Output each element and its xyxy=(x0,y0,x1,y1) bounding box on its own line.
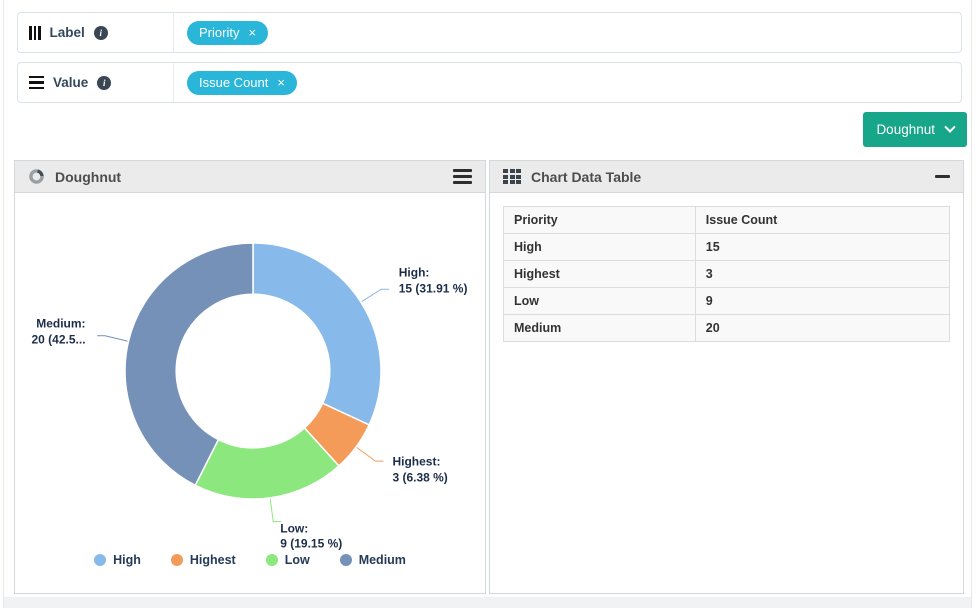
table-cell: 9 xyxy=(695,288,949,315)
label-connector xyxy=(97,336,127,341)
doughnut-panel-header: Doughnut xyxy=(15,161,485,193)
info-icon[interactable]: i xyxy=(97,76,111,90)
table-column-header: Priority xyxy=(504,207,696,234)
chart-data-table-panel: Chart Data Table PriorityIssue CountHigh… xyxy=(489,160,964,594)
value-field-title: Value xyxy=(53,75,88,90)
bottom-band xyxy=(4,597,971,608)
legend-label: Low xyxy=(285,553,310,567)
legend-label: Highest xyxy=(190,553,236,567)
legend-item-highest[interactable]: Highest xyxy=(171,553,236,567)
table-column-header: Issue Count xyxy=(695,207,949,234)
label-connector xyxy=(270,499,281,522)
table-row: High15 xyxy=(504,234,950,261)
label-field-dropzone[interactable]: Priority × xyxy=(174,13,961,52)
chart-data-table: PriorityIssue CountHigh15Highest3Low9Med… xyxy=(503,206,950,342)
table-cell: 15 xyxy=(695,234,949,261)
drag-handle-vertical-icon[interactable] xyxy=(29,26,41,40)
chart-legend: High Highest Low Medium xyxy=(15,553,485,567)
table-row: Low9 xyxy=(504,288,950,315)
table-cell: High xyxy=(504,234,696,261)
chart-type-label: Doughnut xyxy=(876,122,935,137)
label-field-title: Label xyxy=(50,25,85,40)
slice-label-medium: Medium:20 (42.5... xyxy=(32,317,86,348)
table-grid-icon xyxy=(503,169,521,184)
label-field-row: Label i Priority × xyxy=(17,12,962,53)
value-field-dropzone[interactable]: Issue Count × xyxy=(174,63,961,102)
doughnut-icon xyxy=(28,168,45,185)
table-cell: 20 xyxy=(695,315,949,342)
legend-label: High xyxy=(113,553,141,567)
table-cell: Low xyxy=(504,288,696,315)
value-field-row: Value i Issue Count × xyxy=(17,62,962,103)
donut-slice-high[interactable] xyxy=(253,243,381,425)
legend-item-low[interactable]: Low xyxy=(266,553,310,567)
remove-tag-icon[interactable]: × xyxy=(277,76,285,89)
legend-marker xyxy=(266,554,278,566)
doughnut-panel: Doughnut High Highest Low Medium High:15 (3… xyxy=(14,160,486,594)
issue-count-tag-text: Issue Count xyxy=(199,75,268,90)
priority-tag[interactable]: Priority × xyxy=(187,21,268,45)
remove-tag-icon[interactable]: × xyxy=(248,26,256,39)
chevron-down-icon xyxy=(944,121,955,132)
slice-label-high: High:15 (31.91 %) xyxy=(399,266,468,297)
legend-marker xyxy=(94,554,106,566)
value-field-header: Value i xyxy=(18,63,174,102)
table-header-row: PriorityIssue Count xyxy=(504,207,950,234)
table-panel-title: Chart Data Table xyxy=(531,169,641,185)
table-panel-header: Chart Data Table xyxy=(490,161,963,193)
table-row: Highest3 xyxy=(504,261,950,288)
doughnut-chart-area: High Highest Low Medium High:15 (31.91 %) Hi… xyxy=(15,193,485,593)
table-container: PriorityIssue CountHigh15Highest3Low9Med… xyxy=(490,193,963,355)
doughnut-panel-title: Doughnut xyxy=(55,169,121,185)
label-field-header: Label i xyxy=(18,13,174,52)
legend-marker xyxy=(340,554,352,566)
table-cell: 3 xyxy=(695,261,949,288)
label-connector xyxy=(357,448,384,462)
doughnut-chart xyxy=(15,193,485,593)
chart-menu-icon[interactable] xyxy=(453,169,472,184)
legend-label: Medium xyxy=(359,553,406,567)
label-connector xyxy=(362,289,389,301)
table-cell: Medium xyxy=(504,315,696,342)
collapse-panel-icon[interactable] xyxy=(935,175,950,179)
info-icon[interactable]: i xyxy=(94,26,108,40)
slice-label-highest: Highest:3 (6.38 %) xyxy=(392,454,447,485)
page-left-border xyxy=(3,0,4,608)
legend-item-medium[interactable]: Medium xyxy=(340,553,406,567)
panels-row: Doughnut HighHighestLowMedium High:15 (3… xyxy=(14,160,964,594)
issue-count-tag[interactable]: Issue Count × xyxy=(187,71,297,95)
legend-item-high[interactable]: High xyxy=(94,553,141,567)
slice-label-low: Low:9 (19.15 %) xyxy=(280,521,342,552)
chart-type-dropdown-button[interactable]: Doughnut xyxy=(863,112,967,147)
table-cell: Highest xyxy=(504,261,696,288)
legend-marker xyxy=(171,554,183,566)
page-right-border xyxy=(971,0,972,608)
drag-handle-horizontal-icon[interactable] xyxy=(29,76,44,90)
priority-tag-text: Priority xyxy=(199,25,239,40)
table-row: Medium20 xyxy=(504,315,950,342)
